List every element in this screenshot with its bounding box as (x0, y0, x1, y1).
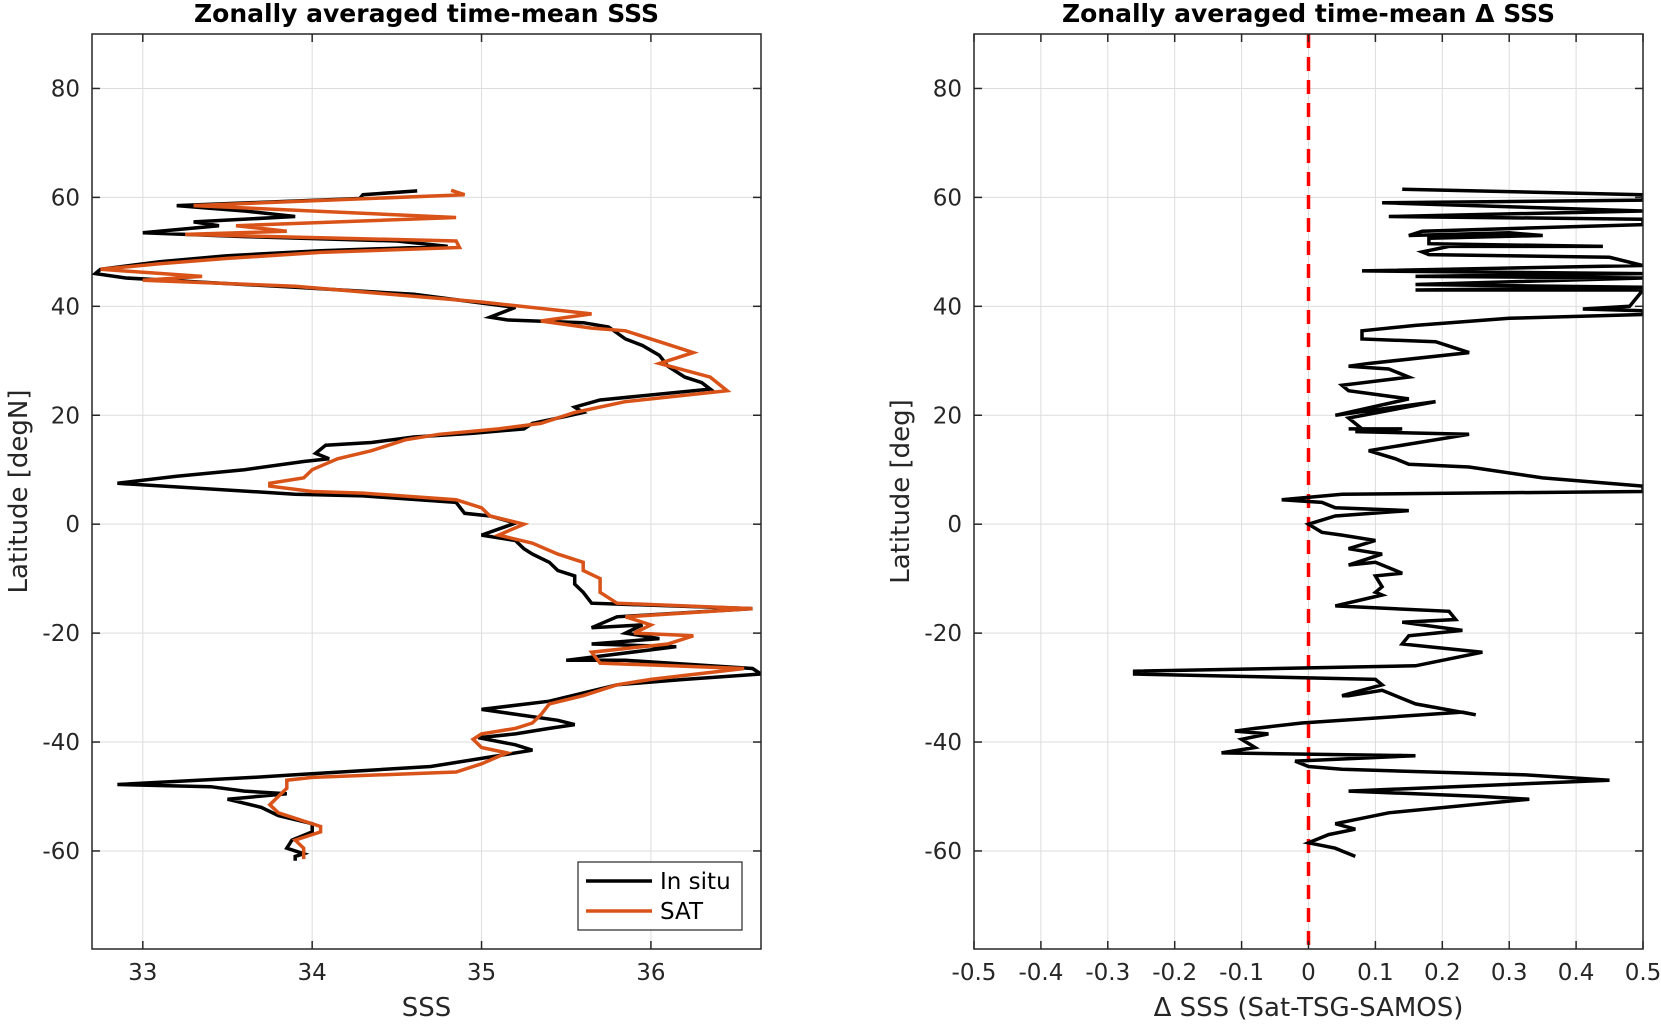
plot-area (92, 34, 761, 949)
chart-left-sss: 33 34 35 36 -60 -40 -20 0 20 40 60 80 Zonally averag… (4, 0, 762, 1023)
axes-frame (91, 33, 762, 950)
x-tick-label: 0.5 (1625, 960, 1661, 986)
y-tick-label: -40 (42, 730, 80, 756)
legend-label-in-situ: In situ (660, 869, 731, 895)
chart-title: Zonally averaged time-mean Δ SSS (1062, 0, 1555, 28)
x-tick-label: -0.5 (952, 960, 997, 986)
y-axis-label: Latitude [degN] (4, 389, 34, 593)
series-line-sat (100, 188, 753, 860)
y-tick-label: 60 (933, 185, 962, 211)
x-tick-label: 35 (467, 960, 496, 986)
y-tick-label: 80 (51, 76, 80, 102)
y-tick-label: -20 (42, 621, 80, 647)
y-tick-label: 20 (51, 403, 80, 429)
x-tick-label: -0.3 (1085, 960, 1130, 986)
x-axis-label: Δ SSS (Sat-TSG-SAMOS) (1154, 993, 1464, 1023)
x-tick-label: 0.3 (1491, 960, 1528, 986)
x-tick-label: 36 (636, 960, 665, 986)
legend-label-sat: SAT (660, 899, 704, 925)
y-tick-label: -20 (924, 621, 962, 647)
y-tick-label: 40 (933, 294, 962, 320)
x-tick-label: 0 (1301, 960, 1316, 986)
series-line-delta-sss (1132, 187, 1643, 859)
x-tick-label: -0.4 (1018, 960, 1063, 986)
x-tick-label: -0.2 (1152, 960, 1197, 986)
x-tick-label: -0.1 (1219, 960, 1264, 986)
x-axis-label: SSS (402, 993, 452, 1023)
x-tick-label: 33 (128, 960, 157, 986)
legend-box (577, 861, 743, 931)
y-tick-label: -60 (42, 839, 80, 865)
y-tick-label: 80 (933, 76, 962, 102)
y-tick-label: 0 (65, 512, 80, 538)
chart-right-delta-sss: -0.5 -0.4 -0.3 -0.2 -0.1 0 0.1 0.2 0.3 0.4 0.5 -60 -… (886, 0, 1661, 1023)
x-tick-label: 34 (298, 960, 327, 986)
y-tick-label: 40 (51, 294, 80, 320)
y-tick-label: 20 (933, 403, 962, 429)
y-axis-label: Latitude [deg] (886, 399, 916, 584)
chart-title: Zonally averaged time-mean SSS (194, 0, 659, 28)
y-tick-label: 60 (51, 185, 80, 211)
y-tick-label: -40 (924, 730, 962, 756)
x-tick-label: 0.2 (1424, 960, 1461, 986)
x-tick-label: 0.4 (1558, 960, 1595, 986)
y-tick-label: 0 (947, 512, 962, 538)
legend: In situ SAT (577, 861, 743, 931)
y-tick-label: -60 (924, 839, 962, 865)
x-tick-label: 0.1 (1357, 960, 1394, 986)
